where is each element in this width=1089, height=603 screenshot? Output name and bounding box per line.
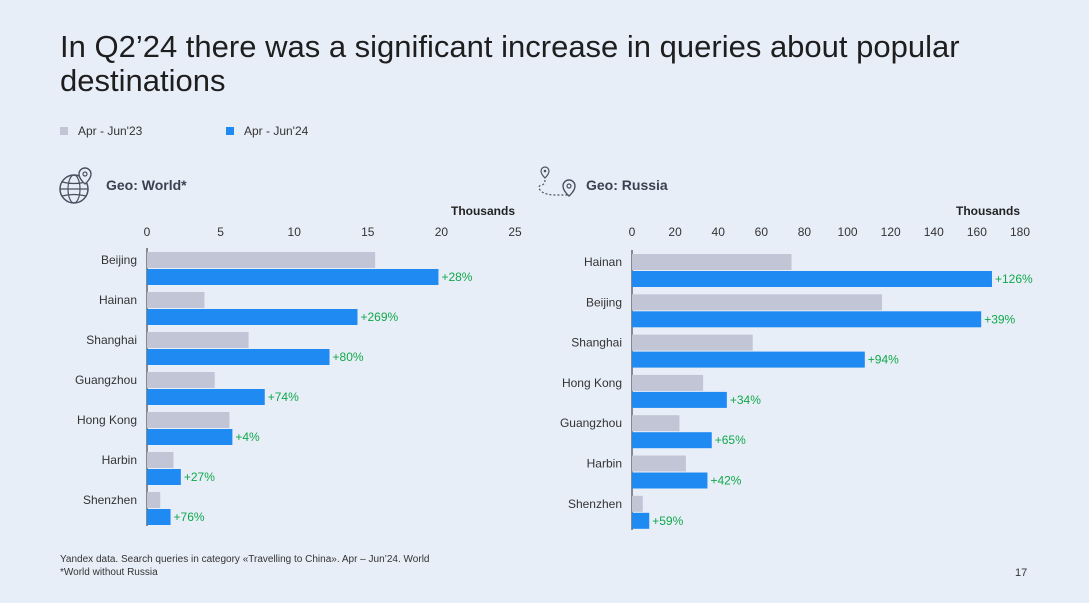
x-tick-label: 0: [144, 225, 151, 239]
bar-2024: [147, 469, 181, 485]
legend-label-2023: Apr - Jun'23: [78, 124, 143, 138]
x-tick-label: 40: [712, 225, 726, 239]
legend-item-2024: Apr - Jun'24: [226, 124, 308, 138]
growth-label: +34%: [730, 393, 761, 407]
unit-label: Thousands: [956, 204, 1020, 218]
category-label: Hong Kong: [77, 413, 137, 427]
footnote: Yandex data. Search queries in category …: [60, 553, 429, 579]
footnote-source: Yandex data. Search queries in category …: [60, 554, 430, 565]
bar-2024: [632, 512, 650, 529]
category-label: Harbin: [587, 457, 622, 471]
category-label: Harbin: [102, 453, 137, 467]
geo-russia-header: Geo: Russia: [536, 165, 668, 205]
growth-label: +59%: [652, 514, 683, 528]
footnote-note: *World without Russia: [60, 567, 158, 578]
category-label: Shanghai: [571, 336, 622, 350]
growth-label: +42%: [710, 474, 741, 488]
x-tick-label: 180: [1010, 225, 1030, 239]
legend-swatch-2023: [60, 127, 68, 135]
growth-label: +74%: [268, 390, 299, 404]
x-tick-label: 160: [967, 225, 987, 239]
legend-swatch-2024: [226, 127, 234, 135]
bar-2023: [147, 372, 215, 388]
bar-2024: [632, 271, 992, 287]
growth-label: +4%: [235, 430, 260, 444]
growth-label: +27%: [184, 470, 215, 484]
category-label: Hong Kong: [562, 376, 622, 390]
x-tick-label: 20: [435, 225, 449, 239]
bar-2023: [632, 495, 643, 512]
bar-2023: [147, 332, 249, 348]
x-tick-label: 60: [755, 225, 769, 239]
bar-2023: [632, 254, 792, 270]
category-label: Beijing: [101, 253, 137, 267]
bar-2023: [632, 415, 680, 432]
bar-2024: [632, 472, 708, 489]
route-pin-icon: [538, 166, 576, 197]
x-tick-label: 140: [924, 225, 944, 239]
bar-2024: [147, 429, 233, 445]
growth-label: +76%: [174, 510, 205, 524]
bar-2024: [632, 351, 865, 368]
category-label: Guangzhou: [560, 416, 622, 430]
legend-item-2023: Apr - Jun'23: [60, 124, 142, 138]
growth-label: +126%: [995, 272, 1033, 286]
growth-label: +80%: [333, 350, 364, 364]
bar-2023: [632, 374, 704, 391]
growth-label: +28%: [441, 270, 472, 284]
growth-label: +94%: [868, 353, 899, 367]
category-label: Shenzhen: [83, 493, 137, 507]
growth-label: +39%: [984, 312, 1015, 326]
category-label: Guangzhou: [75, 373, 137, 387]
x-tick-label: 25: [508, 225, 522, 239]
page-title: In Q2’24 there was a significant increas…: [60, 29, 960, 98]
bar-2023: [147, 452, 174, 468]
bar-2024: [147, 269, 439, 285]
x-tick-label: 15: [361, 225, 375, 239]
x-tick-label: 0: [629, 225, 636, 239]
bar-2023: [147, 252, 376, 268]
geo-russia-label: Geo: Russia: [586, 177, 668, 193]
category-label: Shenzhen: [568, 497, 622, 511]
page-number: 17: [1015, 567, 1028, 579]
bar-2023: [147, 292, 205, 308]
geo-world-header: Geo: World*: [56, 165, 187, 205]
x-tick-label: 10: [288, 225, 302, 239]
category-label: Beijing: [586, 295, 622, 309]
bar-2024: [632, 391, 727, 408]
unit-label: Thousands: [451, 204, 515, 218]
growth-label: +65%: [715, 433, 746, 447]
bar-2024: [632, 311, 982, 328]
x-tick-label: 120: [881, 225, 901, 239]
bar-2023: [632, 294, 883, 311]
category-label: Hainan: [99, 293, 137, 307]
x-tick-label: 100: [838, 225, 858, 239]
category-label: Hainan: [584, 255, 622, 269]
x-tick-label: 80: [798, 225, 812, 239]
bar-2023: [632, 334, 753, 351]
growth-label: +269%: [360, 310, 398, 324]
bar-2023: [147, 492, 161, 508]
russia-bar-chart: Thousands 0 20 40 60 80 100 120 140 160 180 Hainan +…: [560, 204, 1033, 530]
bar-2024: [147, 389, 265, 405]
bar-2024: [147, 309, 358, 325]
legend-label-2024: Apr - Jun'24: [244, 124, 309, 138]
x-tick-label: 20: [668, 225, 682, 239]
x-tick-label: 5: [217, 225, 224, 239]
globe-pin-icon: [59, 167, 92, 204]
bar-2024: [147, 349, 330, 365]
category-label: Shanghai: [86, 333, 137, 347]
bar-2024: [147, 509, 171, 525]
bar-2023: [632, 455, 686, 472]
bar-2024: [632, 432, 712, 449]
geo-world-label: Geo: World*: [106, 177, 187, 193]
world-bar-chart: Thousands 0 5 10 15 20 25 Beijing +28% Hainan +269…: [75, 204, 522, 526]
bar-2023: [147, 412, 230, 428]
